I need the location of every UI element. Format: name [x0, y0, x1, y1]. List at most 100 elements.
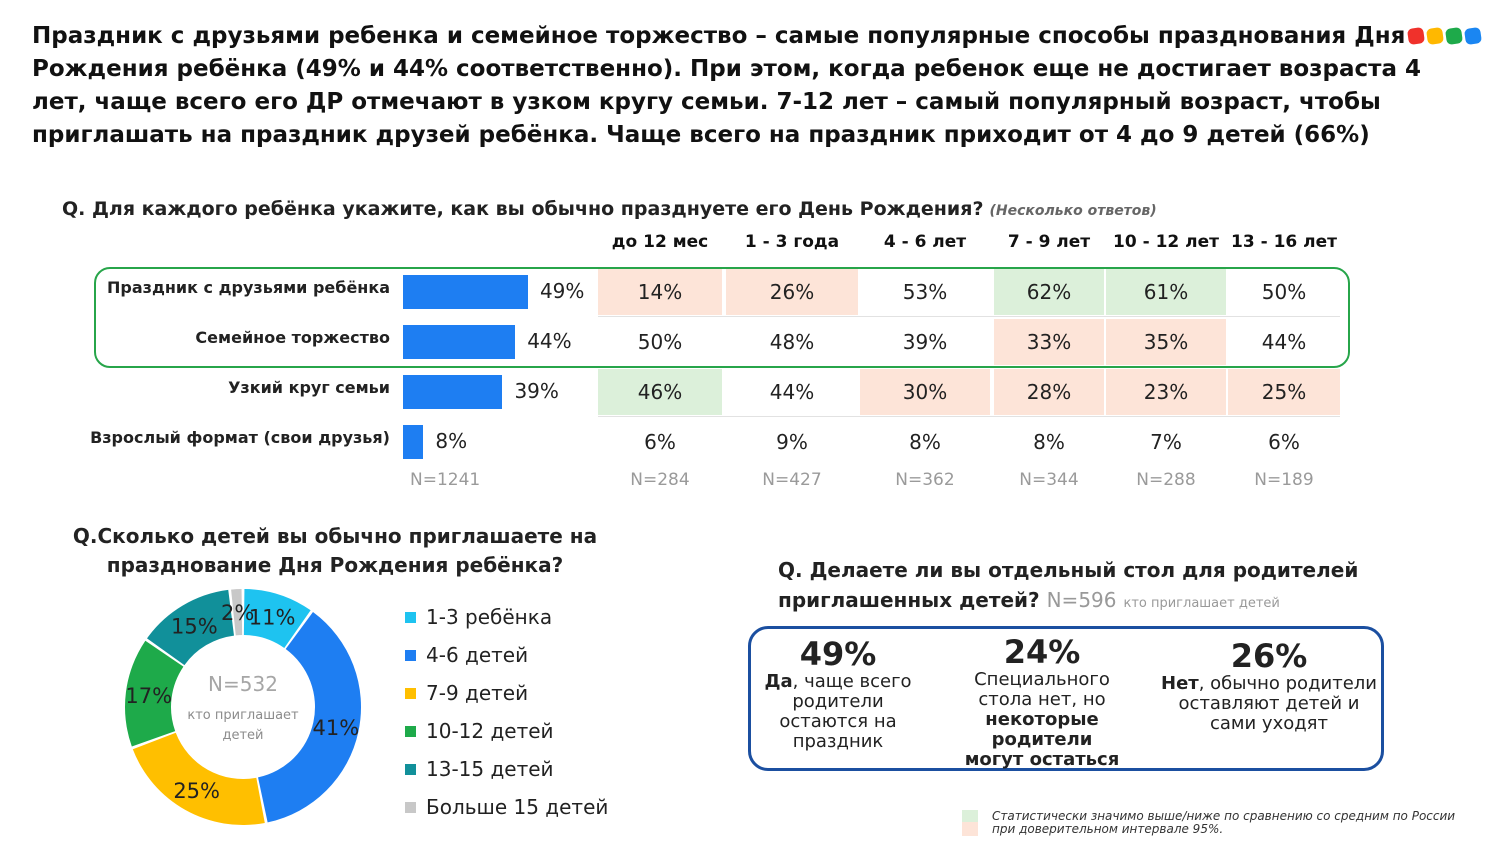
total-bar-label: 8% — [435, 429, 468, 453]
donut-legend: 1-3 ребёнка 4-6 детей 7-9 детей 10-12 детей… — [405, 598, 608, 826]
donut-slice-label: 15% — [171, 614, 218, 638]
question-3: Q. Делаете ли вы отдельный стол для роди… — [778, 555, 1378, 619]
column-n: N=189 — [1254, 470, 1314, 490]
column-n: N=284 — [630, 470, 690, 490]
donut-slice-label: 2% — [221, 601, 254, 625]
table-cell: 62% — [994, 269, 1104, 315]
logo-square-3 — [1444, 26, 1464, 46]
total-bar — [403, 325, 516, 359]
total-bar-label: 39% — [514, 379, 559, 403]
answer-no-bold: Нет — [1161, 673, 1199, 694]
donut-slice — [231, 589, 243, 636]
table-cell: 53% — [902, 280, 948, 304]
table-cell: 39% — [902, 330, 948, 354]
question-3-n-note: кто приглашает детей — [1123, 596, 1280, 611]
column-header: до 12 мес — [611, 232, 709, 252]
column-n: N=288 — [1136, 470, 1196, 490]
logo-square-4 — [1463, 26, 1483, 46]
answer-some-pct: 24% — [1003, 633, 1081, 671]
legend-item: 4-6 детей — [405, 636, 608, 674]
legend-swatch — [405, 763, 416, 775]
legend-swatch — [405, 801, 416, 813]
legend-swatch — [405, 611, 416, 623]
column-header: 1 - 3 года — [744, 232, 840, 252]
table-cell: 8% — [909, 430, 941, 454]
column-header: 7 - 9 лет — [1007, 232, 1091, 252]
total-bar — [403, 375, 503, 409]
table-cell: 48% — [769, 330, 815, 354]
column-header: 13 - 16 лет — [1231, 232, 1337, 252]
table-cell: 50% — [637, 330, 683, 354]
total-bar — [403, 275, 528, 309]
kids-count-donut-chart: 11% 41% 25% 17% 15%2% N=532 кто приглашает дете… — [125, 589, 361, 825]
legend-label: 7-9 детей — [426, 681, 529, 705]
question-3-text: Q. Делаете ли вы отдельный стол для роди… — [778, 558, 1359, 612]
table-cell: 25% — [1228, 369, 1340, 415]
headline: Праздник с друзьями ребенка и семейное т… — [32, 23, 1421, 148]
legend-item: 10-12 детей — [405, 712, 608, 750]
question-1-note: (Несколько ответов) — [989, 203, 1157, 219]
column-n: N=344 — [1019, 470, 1079, 490]
legend-item: Больше 15 детей — [405, 788, 608, 826]
answer-yes-text: , чаще всего родители остаются на праздн… — [779, 671, 912, 752]
row-divider — [598, 416, 1340, 417]
row-divider — [598, 316, 1340, 317]
donut-slice-label: 41% — [313, 716, 360, 740]
question-1: Q. Для каждого ребёнка укажите, как вы о… — [62, 198, 1157, 220]
column-n: N=427 — [762, 470, 822, 490]
table-cell: 28% — [994, 369, 1104, 415]
table-cell: 7% — [1150, 430, 1182, 454]
answer-no-pct: 26% — [1230, 637, 1308, 675]
logo-square-2 — [1425, 26, 1445, 46]
legend-item: 1-3 ребёнка — [405, 598, 608, 636]
donut-center-n: N=532 — [208, 672, 278, 696]
legend-label: 10-12 детей — [426, 719, 554, 743]
donut-slice-label: 25% — [173, 779, 220, 803]
donut-center-text: кто приглашает — [187, 708, 299, 723]
total-bar — [403, 425, 424, 459]
table-cell: 6% — [644, 430, 676, 454]
legend-swatch — [405, 687, 416, 699]
donut-slice-label: 17% — [125, 684, 172, 708]
legend-swatch — [405, 649, 416, 661]
donut-center-text: детей — [222, 728, 263, 743]
table-cell: 35% — [1106, 319, 1226, 365]
logo-square-1 — [1406, 26, 1426, 46]
column-header: 4 - 6 лет — [883, 232, 967, 252]
answer-no-text: , обычно родители оставляют детей и сами… — [1178, 673, 1377, 734]
row-label: Взрослый формат (свои друзья) — [90, 428, 390, 447]
footnote-text: Статистически значимо выше/ниже по сравн… — [992, 809, 1456, 836]
column-n: N=362 — [895, 470, 955, 490]
answer-yes-bold: Да — [764, 671, 793, 692]
table-cell: 30% — [860, 369, 990, 415]
table-cell: 44% — [769, 380, 815, 404]
row-label: Узкий круг семьи — [228, 378, 390, 397]
total-n: N=1241 — [410, 470, 481, 490]
answer-some-text: Специального стола нет, но — [974, 669, 1110, 710]
table-cell: 6% — [1268, 430, 1300, 454]
donut-slice — [132, 732, 265, 825]
donut-slice-label: 11% — [249, 606, 296, 630]
table-cell: 14% — [598, 269, 722, 315]
donut-slice — [147, 589, 234, 666]
column-header: 10 - 12 лет — [1113, 232, 1219, 252]
brand-logo — [1406, 26, 1483, 46]
donut-slice — [258, 611, 361, 823]
legend-swatch — [405, 725, 416, 737]
donut-slice — [125, 640, 184, 747]
table-cell: 61% — [1106, 269, 1226, 315]
answer-some: 24% Специального стола нет, но некоторые… — [962, 634, 1122, 770]
highlight-box — [94, 267, 1350, 368]
answer-yes: 49% Да, чаще всего родители остаются на … — [758, 636, 918, 752]
answer-some-bold: некоторые родители могут остаться — [964, 709, 1120, 770]
table-cell: 44% — [1261, 330, 1307, 354]
answer-yes-pct: 49% — [799, 635, 877, 673]
question-2: Q.Сколько детей вы обычно приглашаете на… — [72, 524, 598, 577]
table-cell: 8% — [1033, 430, 1065, 454]
total-bar-label: 49% — [539, 279, 585, 303]
table-cell: 50% — [1261, 280, 1307, 304]
legend-label: Больше 15 детей — [426, 795, 609, 819]
table-cell: 23% — [1106, 369, 1226, 415]
parents-table-box — [748, 626, 1384, 771]
legend-label: 4-6 детей — [426, 643, 529, 667]
